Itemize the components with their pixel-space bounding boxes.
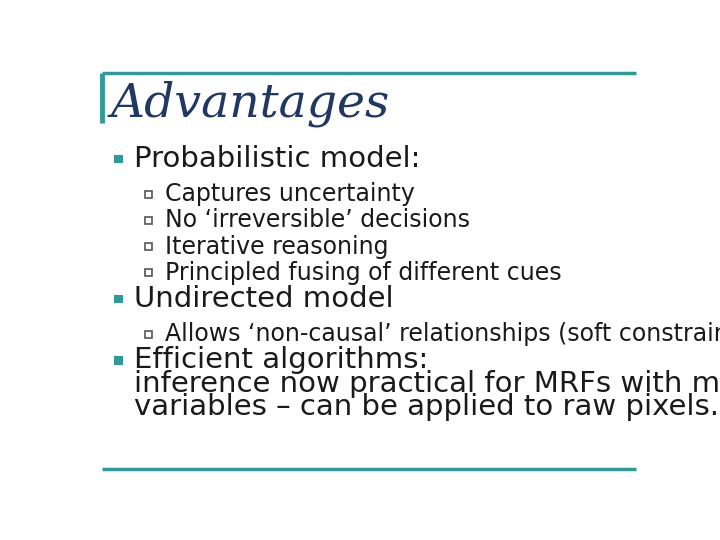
Text: variables – can be applied to raw pixels.: variables – can be applied to raw pixels…: [134, 393, 719, 421]
Text: inference now practical for MRFs with millions: inference now practical for MRFs with mi…: [134, 369, 720, 397]
Bar: [145, 217, 152, 224]
Text: Iterative reasoning: Iterative reasoning: [165, 234, 389, 259]
Bar: [145, 243, 152, 250]
Text: No ‘irreversible’ decisions: No ‘irreversible’ decisions: [165, 208, 470, 232]
Bar: [114, 154, 123, 163]
Text: Allows ‘non-causal’ relationships (soft constraints): Allows ‘non-causal’ relationships (soft …: [165, 322, 720, 346]
Text: Probabilistic model:: Probabilistic model:: [134, 145, 420, 173]
Bar: [145, 269, 152, 276]
Text: Efficient algorithms:: Efficient algorithms:: [134, 347, 428, 374]
Text: Captures uncertainty: Captures uncertainty: [165, 182, 415, 206]
Text: Advantages: Advantages: [111, 80, 390, 126]
Text: Principled fusing of different cues: Principled fusing of different cues: [165, 261, 562, 285]
Bar: [114, 295, 123, 303]
Bar: [145, 191, 152, 198]
Bar: [114, 356, 123, 365]
Text: Undirected model: Undirected model: [134, 285, 394, 313]
Bar: [145, 331, 152, 338]
